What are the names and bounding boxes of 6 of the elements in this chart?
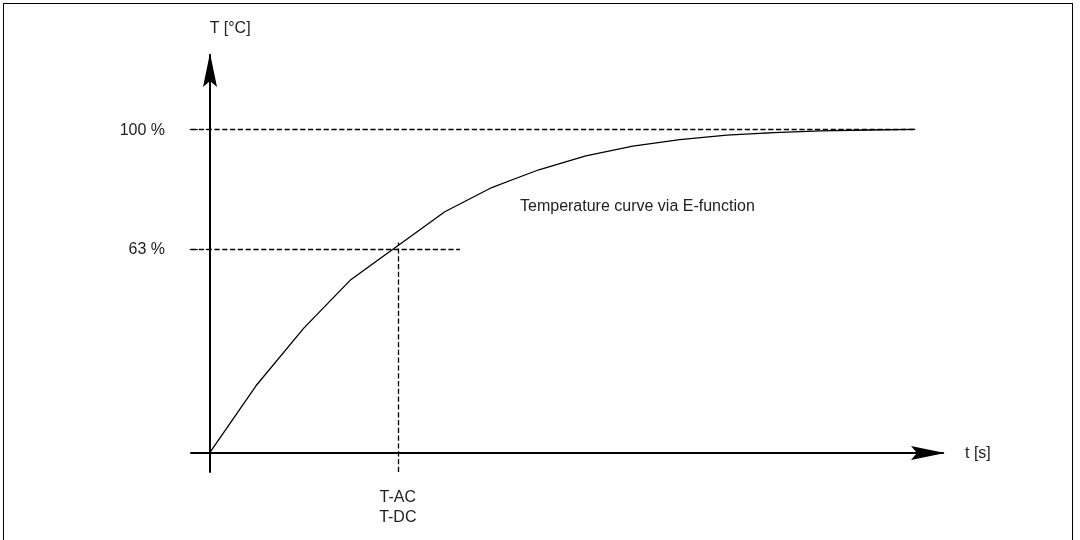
x-tick-label: T-AC T-DC [379, 487, 417, 525]
x-axis-title: t [s] [965, 444, 991, 462]
y-axis-title: T [°C] [209, 18, 251, 36]
annotation: Temperature curve via E-function [520, 196, 755, 214]
y-tick-label: 63 % [128, 240, 165, 258]
y-tick-label: 100 % [119, 120, 165, 138]
